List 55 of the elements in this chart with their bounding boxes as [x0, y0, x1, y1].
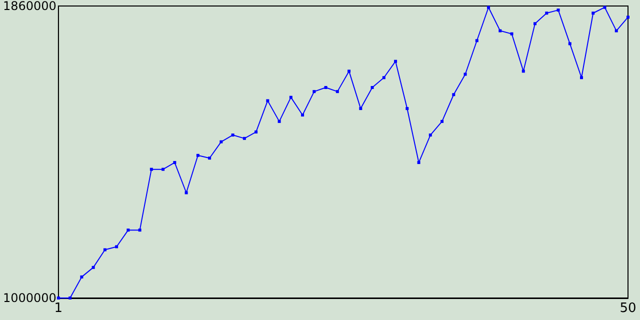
point [173, 161, 176, 164]
point [626, 16, 630, 19]
point [428, 134, 432, 137]
point [138, 228, 142, 232]
x-tick-label: 50 [620, 301, 636, 316]
point [289, 96, 292, 99]
point [278, 120, 281, 123]
point [614, 29, 618, 32]
point [487, 6, 490, 9]
point [68, 296, 72, 300]
point [522, 70, 525, 73]
point [534, 22, 537, 26]
point [510, 32, 514, 36]
point [580, 76, 584, 80]
point [126, 228, 130, 232]
point [545, 12, 548, 15]
point [242, 136, 246, 140]
point [150, 168, 153, 171]
point [301, 113, 304, 116]
point [196, 154, 200, 157]
point [406, 107, 409, 110]
y-tick-label: 1860000 [2, 0, 56, 13]
point [382, 76, 386, 80]
point [162, 168, 165, 171]
point [359, 107, 362, 110]
y-tick-label: 1000000 [2, 291, 56, 305]
point [394, 60, 398, 63]
point [498, 29, 502, 32]
point [80, 275, 84, 278]
point [556, 8, 560, 12]
point [92, 266, 95, 269]
point [312, 90, 316, 94]
point [603, 6, 606, 9]
point [184, 191, 188, 194]
point [417, 161, 420, 164]
line-series [56, 6, 630, 300]
point [440, 120, 444, 123]
point [464, 72, 467, 76]
point [266, 99, 270, 102]
point [231, 134, 234, 137]
point [370, 86, 374, 89]
x-tick-label: 1 [54, 301, 63, 316]
point [452, 93, 456, 96]
point [336, 90, 339, 94]
point [475, 39, 478, 42]
point [592, 12, 595, 15]
point [208, 156, 212, 160]
point [568, 42, 572, 46]
point [348, 70, 351, 73]
point [56, 296, 60, 300]
point [254, 130, 258, 134]
point [103, 248, 106, 252]
point [220, 140, 223, 144]
point [115, 245, 118, 248]
point [324, 86, 328, 89]
